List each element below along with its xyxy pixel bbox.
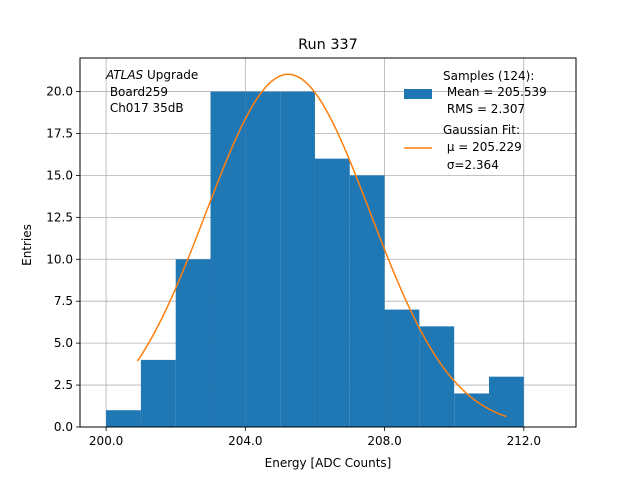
histogram-bar — [175, 259, 211, 427]
annotation-line-1: ATLAS Upgrade — [105, 68, 198, 82]
x-axis-label: Energy [ADC Counts] — [265, 456, 392, 470]
histogram-bar — [210, 91, 246, 427]
histogram-bar — [419, 326, 455, 427]
y-tick-label: 2.5 — [54, 378, 73, 392]
x-axis-ticks: 200.0 204.0 208.0 212.0 — [89, 427, 541, 448]
legend-hist-line-2: Mean = 205.539 — [443, 85, 547, 99]
x-tick-label: 200.0 — [89, 434, 123, 448]
histogram-bar — [384, 309, 420, 427]
histogram-bar — [280, 91, 315, 427]
y-tick-label: 7.5 — [54, 294, 73, 308]
histogram-bars — [106, 91, 524, 428]
legend-fit-line-3: σ=2.364 — [443, 158, 499, 172]
x-tick-label: 204.0 — [228, 434, 262, 448]
x-tick-label: 212.0 — [507, 434, 541, 448]
legend-hist-line-1: Samples (124): — [443, 69, 534, 83]
plot-frame — [79, 57, 577, 428]
histogram-bar — [140, 359, 176, 427]
legend-fit-line-2: μ = 205.229 — [443, 140, 522, 154]
annotation-line-2: Board259 — [106, 85, 168, 99]
legend: Samples (124): Mean = 205.539 RMS = 2.30… — [404, 69, 547, 172]
histogram-bar — [245, 91, 281, 427]
y-tick-label: 20.0 — [46, 85, 73, 99]
gaussian-fit-curve — [136, 73, 507, 418]
histogram-bar — [454, 393, 489, 427]
y-tick-label: 12.5 — [46, 210, 73, 224]
histogram-bar — [488, 376, 524, 427]
y-tick-label: 5.0 — [54, 336, 73, 350]
y-axis-ticks: 0.0 2.5 5.0 7.5 10.0 12.5 15.0 17.5 20.0 — [46, 85, 80, 434]
chart-title: Run 337 — [298, 37, 358, 53]
histogram-bar — [314, 158, 350, 428]
y-tick-label: 0.0 — [54, 420, 73, 434]
histogram-bar — [106, 410, 141, 427]
annotation-line-3: Ch017 35dB — [106, 101, 184, 115]
legend-hist-swatch — [404, 89, 432, 99]
y-tick-label: 10.0 — [46, 252, 73, 266]
atlas-annotation: ATLAS Upgrade Board259 Ch017 35dB — [105, 68, 198, 115]
y-axis-label: Entries — [20, 224, 34, 266]
x-tick-label: 208.0 — [367, 434, 401, 448]
y-tick-label: 17.5 — [46, 126, 73, 140]
y-tick-label: 15.0 — [46, 168, 73, 182]
legend-hist-line-3: RMS = 2.307 — [443, 102, 525, 116]
legend-fit-line-1: Gaussian Fit: — [443, 123, 520, 137]
histogram-bar — [349, 175, 385, 427]
